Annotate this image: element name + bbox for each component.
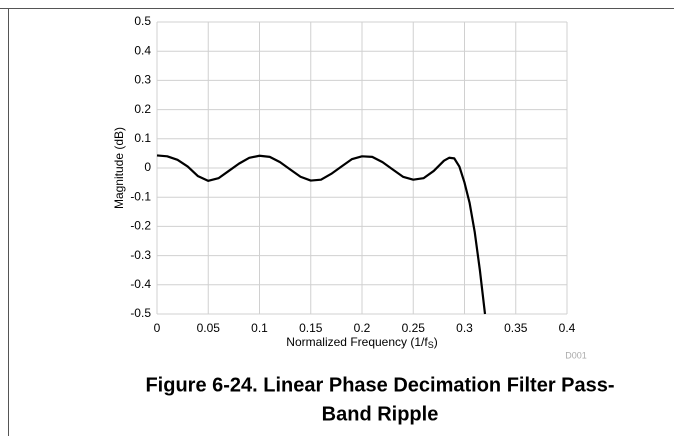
y-tick-label: 0.4	[134, 43, 151, 57]
x-label-text: Normalized Frequency (1/f	[286, 335, 428, 349]
line-series	[156, 154, 487, 315]
y-tick-label: -0.2	[130, 219, 151, 233]
caption-line: Band Ripple	[322, 403, 439, 425]
x-label-sub: S	[428, 340, 434, 350]
y-tick-label: 0.3	[134, 73, 151, 87]
x-axis-label: Normalized Frequency (1/fS)	[286, 335, 437, 350]
caption-line: Figure 6-24. Linear Phase Decimation Fil…	[145, 374, 614, 396]
x-tick-label: 0.25	[402, 321, 426, 335]
x-tick-label: 0.05	[197, 321, 221, 335]
y-tick-label: 0.2	[134, 102, 151, 116]
x-tick-label: 0.2	[354, 321, 371, 335]
y-tick-label: 0.1	[134, 131, 151, 145]
x-tick-label: 0.4	[559, 321, 576, 335]
watermark: D001	[565, 350, 587, 360]
x-tick-label: 0.15	[299, 321, 323, 335]
y-tick-label: 0.5	[134, 14, 151, 28]
x-tick-label: 0.3	[456, 321, 473, 335]
x-label-end: )	[434, 335, 438, 349]
x-tick-label: 0.1	[251, 321, 268, 335]
x-tick-label: 0	[154, 321, 161, 335]
y-tick-label: -0.4	[130, 277, 151, 291]
x-tick-label: 0.35	[504, 321, 528, 335]
y-tick-label: -0.3	[130, 248, 151, 262]
y-tick-label: -0.1	[130, 189, 151, 203]
y-tick-label: -0.5	[130, 306, 151, 320]
y-axis-label: Magnitude (dB)	[112, 127, 126, 209]
y-tick-label: 0	[144, 160, 151, 174]
